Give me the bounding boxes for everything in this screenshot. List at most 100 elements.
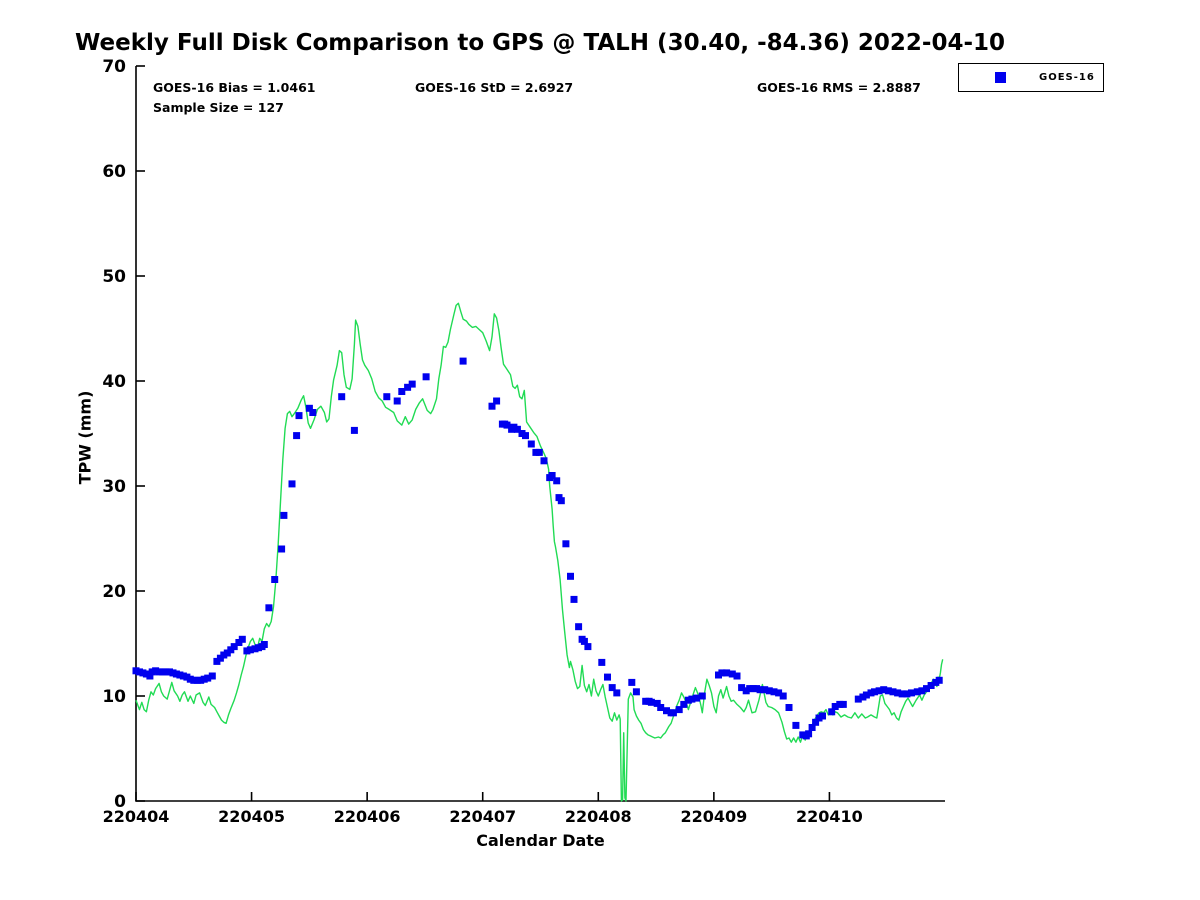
goes16-marker [880, 686, 888, 694]
x-tick-label: 220405 [218, 807, 285, 826]
goes16-marker [238, 635, 246, 643]
axis-lines [135, 66, 945, 802]
goes16-marker [230, 643, 238, 651]
goes16-marker [570, 595, 578, 603]
y-tick-label: 40 [102, 372, 126, 392]
legend: GOES-16 [958, 63, 1104, 92]
goes16-marker [553, 477, 561, 485]
goes16-marker [408, 380, 416, 388]
goes16-marker [488, 402, 496, 410]
goes16-marker [208, 672, 216, 680]
goes16-marker [805, 730, 813, 738]
goes16-marker [688, 695, 696, 703]
goes16-marker [693, 694, 700, 702]
goes16-marker [580, 637, 588, 645]
goes16-marker [584, 643, 592, 651]
goes16-marker [918, 687, 926, 695]
goes16-marker [935, 676, 943, 684]
goes16-marker [785, 704, 793, 711]
goes16-marker [923, 685, 930, 693]
y-tick-label: 30 [102, 477, 126, 497]
goes16-marker [898, 690, 906, 698]
legend-square-icon [995, 72, 1006, 83]
goes16-marker [305, 404, 313, 412]
goes16-marker [422, 373, 430, 381]
goes16-marker [812, 718, 820, 726]
goes16-marker [288, 480, 296, 488]
goes16-marker [647, 698, 655, 706]
goes16-marker [792, 721, 800, 729]
goes16-marker [338, 393, 346, 401]
goes16-marker [718, 669, 726, 677]
goes16-marker [770, 688, 778, 696]
goes16-marker [765, 687, 773, 695]
y-tick-label: 60 [102, 162, 126, 182]
y-tick-label: 10 [102, 687, 126, 707]
goes16-marker [854, 695, 862, 703]
goes16-marker [862, 691, 870, 699]
goes16-marker [756, 686, 764, 694]
goes16-marker [884, 687, 892, 695]
goes16-marker [575, 623, 583, 631]
goes16-marker [632, 688, 640, 696]
y-tick-label: 20 [102, 582, 126, 602]
goes16-marker [393, 397, 401, 405]
goes16-marker [246, 646, 254, 654]
goes16-marker [628, 678, 636, 686]
goes16-marker [350, 426, 358, 434]
goes16-marker [613, 689, 621, 697]
goes16-marker [522, 432, 529, 440]
goes16-marker [271, 576, 279, 583]
goes16-marker [598, 658, 606, 666]
goes16-marker [567, 572, 574, 580]
goes16-marker [398, 388, 406, 395]
goes16-marker [698, 692, 706, 700]
y-tick-label: 70 [102, 57, 126, 77]
goes16-marker [293, 432, 301, 440]
stat-std: GOES-16 StD = 2.6927 [415, 80, 574, 95]
goes16-marker [875, 687, 883, 695]
goes16-marker [889, 688, 897, 696]
goes16-marker [728, 670, 736, 678]
goes16-marker [894, 689, 902, 697]
goes16-marker [265, 604, 273, 612]
goes16-marker [913, 688, 921, 696]
goes16-marker [675, 706, 683, 714]
goes16-marker [927, 682, 935, 689]
legend-label: GOES-16 [1039, 72, 1095, 83]
goes16-marker [663, 707, 670, 715]
goes16-marker [653, 699, 661, 707]
goes16-marker [548, 472, 556, 479]
goes16-marker [404, 383, 412, 391]
goes16-marker [146, 672, 154, 680]
goes16-marker [808, 724, 816, 731]
stat-rms: GOES-16 RMS = 2.8887 [757, 80, 921, 95]
goes16-marker [657, 704, 665, 711]
goes16-marker [680, 700, 688, 708]
goes16-marker [309, 409, 317, 416]
goes16-marker [527, 440, 535, 448]
goes16-marker [669, 709, 677, 717]
goes16-marker [493, 397, 501, 405]
y-tick-label: 0 [114, 792, 126, 812]
goes16-marker [513, 425, 521, 433]
y-tick-label: 50 [102, 267, 126, 287]
goes16-marker [535, 448, 543, 456]
chart-title: Weekly Full Disk Comparison to GPS @ TAL… [74, 30, 1006, 56]
goes16-marker [723, 669, 731, 677]
x-axis-label: Calendar Date [476, 831, 605, 850]
goes16-marker [761, 686, 769, 694]
goes16-marker [459, 357, 467, 365]
goes16-marker [295, 412, 303, 420]
goes16-marker [383, 393, 391, 401]
goes16-marker [604, 673, 611, 681]
goes16-marker [280, 511, 288, 519]
goes16-marker [831, 703, 839, 710]
goes16-marker [733, 672, 741, 680]
gps-line [135, 302, 944, 802]
goes16-marker [562, 540, 570, 548]
goes16-marker [608, 684, 616, 692]
goes16-marker [871, 688, 878, 696]
goes16-marker [908, 689, 915, 697]
